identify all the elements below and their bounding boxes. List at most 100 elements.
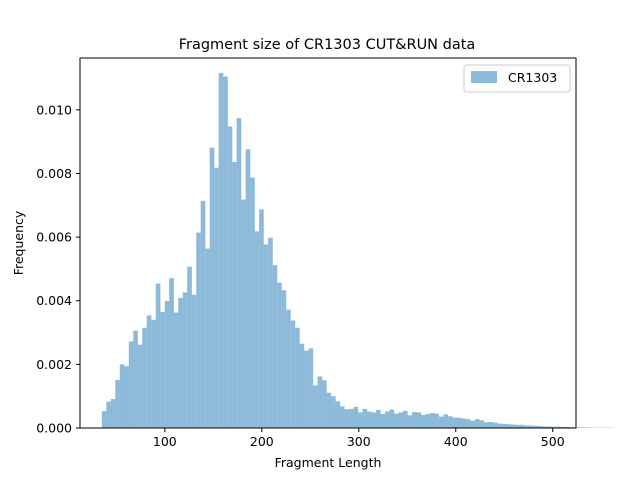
histogram-bar [389,409,395,428]
histogram-bar [380,414,386,428]
histogram-bar [582,427,588,428]
histogram-bar [106,401,111,428]
histogram-bar [501,423,507,428]
histogram-bar [497,423,502,428]
histogram-bar [322,380,327,428]
histogram-bar [384,411,390,428]
histogram-bar [524,425,529,428]
histogram-bar [326,392,332,428]
histogram-bar [313,385,318,428]
histogram-bar [110,399,116,428]
histogram-bar [528,425,534,428]
histogram-bar [465,419,471,428]
histogram-bar [474,419,480,428]
x-tick-label: 200 [250,434,274,449]
x-tick-label: 400 [444,434,468,449]
histogram-bar [537,426,543,428]
histogram-bar [470,420,476,428]
histogram-bar [290,320,296,428]
histogram-bar [447,416,453,428]
histogram-bar [393,413,399,428]
histogram-bar [362,408,368,428]
histogram-bar [533,425,538,428]
histogram-bar [452,417,458,428]
histogram-bar [578,427,583,428]
histogram-bar [263,244,269,428]
histogram-bar [411,412,417,428]
histogram-bar [146,315,152,428]
histogram-bar [425,414,431,428]
histogram-bar [434,413,440,428]
histogram-bar [151,319,156,428]
y-tick-label: 0.002 [36,357,72,372]
histogram-bar [416,412,422,428]
histogram-bar [479,420,484,428]
histogram-bar [164,301,170,428]
histogram-bar [119,364,125,428]
histogram-bar [209,147,215,428]
histogram-bar [187,266,192,428]
y-tick-label: 0.010 [36,102,72,117]
histogram-bar [335,401,341,428]
histogram-bar [546,426,552,428]
histogram-bar [218,72,224,428]
histogram-bar [169,278,174,428]
histogram-bar [420,414,426,428]
histogram-bar [232,162,237,428]
histogram-bar [340,406,345,428]
histogram-bar [272,265,278,428]
x-tick-label: 300 [347,434,371,449]
histogram-bar [214,167,219,428]
histogram-bar [205,248,210,428]
histogram-bar [317,376,323,428]
histogram-bar [268,237,273,428]
histogram-bar [483,422,489,428]
histogram-bar [551,426,556,428]
histogram-bar [349,408,354,428]
histogram-bar [173,312,179,428]
histogram-bar [182,292,188,428]
x-axis-ticks: 100 200 300 400 500 [153,428,565,449]
histogram-bar [461,418,467,428]
y-tick-label: 0.004 [36,293,72,308]
legend: CR1303 [463,64,571,93]
histogram-bar [101,411,107,428]
histogram-bar [555,426,561,428]
histogram-bar [402,410,408,428]
histogram-bar [331,396,336,428]
histogram-bar [254,231,260,428]
x-axis-label: Fragment Length [275,455,382,470]
histogram-bar [133,330,138,428]
histogram-bar [281,290,287,428]
histogram-bar [178,297,183,428]
histogram-bar [223,76,228,428]
histogram-bar [510,424,516,428]
histogram-bar [241,199,246,428]
histogram-bar [191,294,197,428]
y-axis-ticks: 0.000 0.002 0.004 0.006 0.008 0.010 [36,102,80,436]
histogram-bar [492,422,498,428]
histogram-bar [371,412,377,428]
histogram-bar [429,413,435,428]
y-axis-label: Frequency [11,210,26,275]
histogram-bar [304,350,309,428]
histogram-bar [308,348,314,428]
histogram-bar [443,414,449,428]
histogram-bar [375,409,381,428]
histogram-bar [295,327,300,428]
y-tick-label: 0.008 [36,166,72,181]
histogram-bar [155,283,161,428]
histogram-bar [358,412,363,428]
y-tick-label: 0.000 [36,421,72,436]
histogram-bar [344,409,350,428]
histogram-bar [515,424,520,428]
histogram-bar [277,282,282,428]
histogram-bar [124,366,129,428]
histogram-bar [137,344,143,428]
y-tick-label: 0.006 [36,230,72,245]
x-tick-label: 100 [153,434,177,449]
plot-frame [79,57,577,429]
histogram-bar [519,424,525,428]
histogram-bar [142,327,147,428]
